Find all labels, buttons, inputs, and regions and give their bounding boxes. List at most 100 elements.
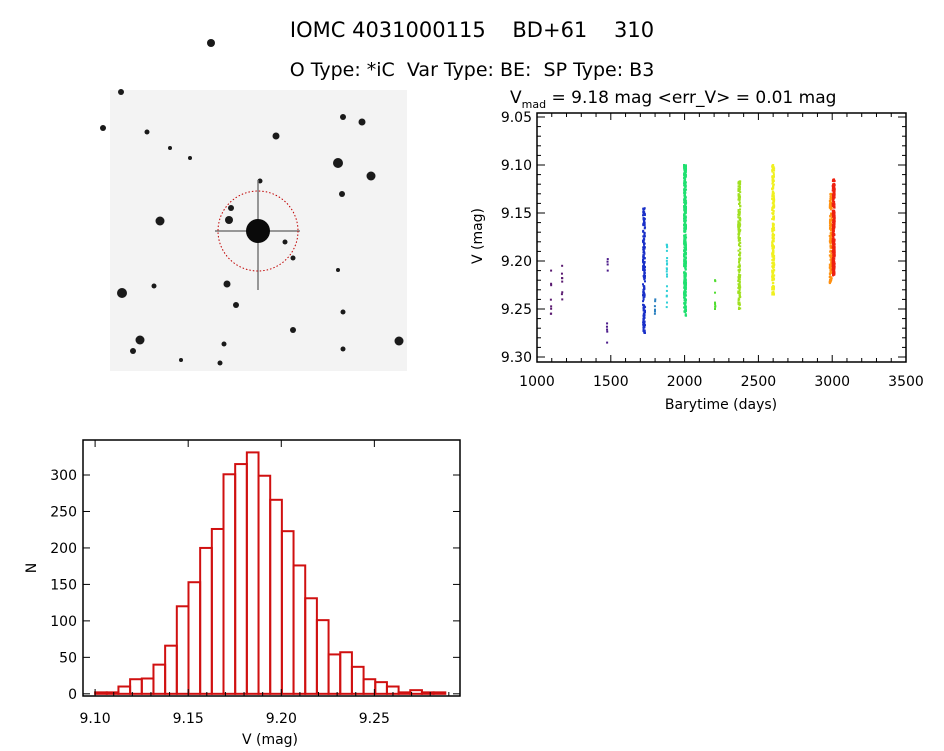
data-point [771,187,774,190]
data-point [829,208,832,211]
data-point [665,285,668,288]
data-point [643,235,646,238]
star [228,205,234,211]
data-point [773,167,776,170]
data-point [831,221,834,224]
data-point [683,279,686,282]
data-point [684,238,687,241]
data-point [605,325,608,328]
data-point [683,263,686,266]
data-point [772,215,775,218]
data-point [684,284,687,287]
data-point [643,211,646,214]
data-point [738,264,741,267]
data-point [550,282,553,285]
star [366,171,376,181]
data-cluster [831,178,836,277]
data-point [828,282,831,285]
data-point [772,218,775,221]
data-point [683,274,686,277]
data-point [830,227,833,230]
data-point [683,167,686,170]
histogram-bar [117,685,132,695]
data-point [642,303,645,306]
star [221,341,227,347]
data-point [831,189,834,192]
data-point [737,233,740,236]
data-point [683,310,686,313]
data-point [772,181,775,184]
data-point [550,305,553,308]
data-point [561,298,564,301]
data-point [683,201,686,204]
data-point [737,185,740,188]
data-point [683,223,686,226]
data-point [772,227,775,230]
data-point [832,246,835,249]
data-point [831,211,834,214]
data-point [830,267,833,270]
data-point [737,225,740,228]
data-point [684,249,687,252]
data-point [737,280,740,283]
data-point [772,278,775,281]
star [155,216,165,226]
data-point [653,308,656,311]
data-cluster [549,269,553,315]
histogram-bar [257,474,272,695]
data-point [832,228,835,231]
data-point [737,224,740,227]
data-point [643,330,646,333]
data-point [828,276,831,279]
x-axis-label: Barytime (days) [665,397,777,413]
histogram-bar [105,691,120,695]
data-point [643,247,646,250]
data-point [684,242,687,245]
data-point [737,243,740,246]
data-point [737,299,740,302]
data-point [666,262,669,265]
data-point [644,311,647,314]
data-point [684,276,687,279]
data-point [831,265,834,268]
data-point [832,183,835,186]
data-point [771,165,774,168]
data-point [739,217,742,220]
data-point [643,252,646,255]
data-point [642,306,645,309]
data-point [833,263,836,266]
data-point [684,285,687,288]
data-point [832,234,835,237]
data-point [683,198,686,201]
data-point [739,251,742,254]
star [207,39,215,47]
y-tick-label: 50 [59,650,77,666]
data-point [830,261,833,264]
star [333,158,343,168]
data-point [738,199,741,202]
data-point [683,251,686,254]
data-point [772,183,775,186]
data-point [831,185,834,188]
data-point [738,211,741,214]
data-point [642,315,645,318]
histogram-plot: 9.10 9.15 9.20 9.25 0 50 100 150 200 250 300 V (ma… [24,439,461,748]
data-point [772,192,775,195]
finder-chart-image [100,39,407,371]
data-point [683,271,686,274]
data-point [771,197,774,200]
star [188,156,192,160]
data-point [684,275,687,278]
x-tick-label: 3500 [888,374,924,390]
data-point [683,262,686,265]
data-point [683,182,686,185]
histogram-bar [164,644,178,695]
y-axis-label: V (mag) [470,208,486,264]
data-point [832,218,835,221]
star [225,216,233,224]
y-tick-label: 9.10 [501,158,532,174]
data-point [829,242,832,245]
data-point [737,193,740,196]
data-point [833,240,836,243]
